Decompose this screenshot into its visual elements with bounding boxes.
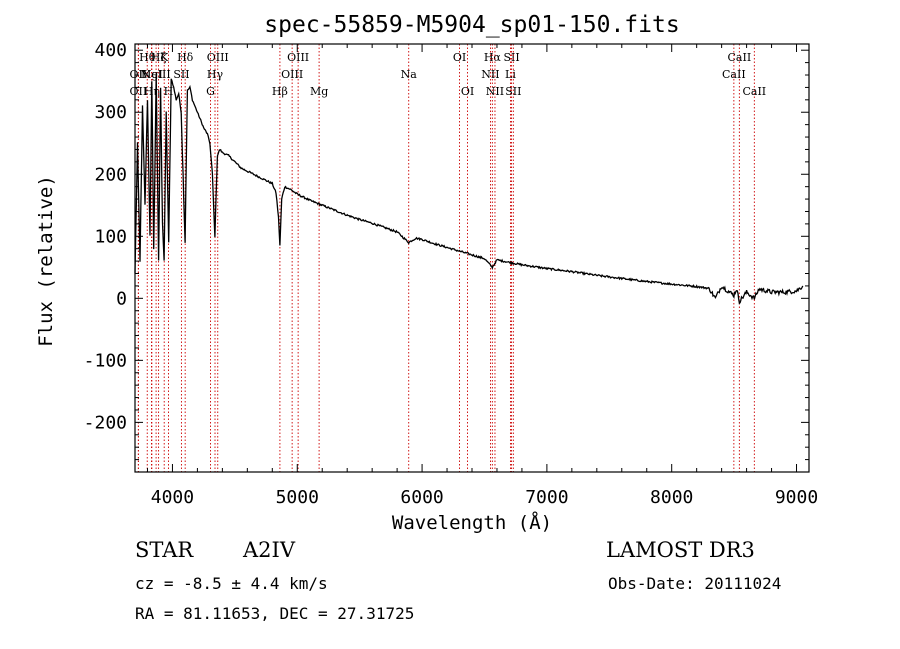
- marker-label: SII: [503, 51, 519, 64]
- coordinates: RA = 81.11653, DEC = 27.31725: [135, 604, 415, 623]
- x-axis-label: Wavelength (Å): [392, 511, 552, 534]
- marker-label: OI: [461, 85, 474, 98]
- marker-label: Na: [401, 68, 418, 81]
- x-tick-label: 5000: [276, 487, 319, 508]
- marker-label: Hθ: [139, 51, 156, 64]
- y-tick-label: -100: [84, 350, 127, 371]
- marker-label: K: [160, 51, 169, 64]
- marker-label: NII: [486, 85, 504, 98]
- y-tick-label: 300: [94, 102, 127, 123]
- x-tick-label: 6000: [400, 487, 443, 508]
- marker-label: Hγ: [207, 68, 224, 81]
- marker-label: Hδ: [177, 51, 194, 64]
- marker-label: OI: [453, 51, 466, 64]
- marker-label: SII: [505, 85, 521, 98]
- marker-label: CaII: [728, 51, 752, 64]
- x-tick-label: 4000: [151, 487, 194, 508]
- subclass-label: A2IV: [243, 538, 295, 562]
- marker-label: Hα: [484, 51, 502, 64]
- axis-ticks: 4000 5000 6000 7000 8000 9000 -200 -100 0 100 200 3…: [84, 40, 819, 508]
- x-tick-label: 7000: [525, 487, 568, 508]
- marker-label: Mg: [310, 85, 328, 98]
- spectrum-series: [134, 74, 804, 305]
- marker-label: G: [206, 85, 215, 98]
- y-tick-label: -200: [84, 412, 127, 433]
- x-tick-label: 9000: [775, 487, 818, 508]
- marker-label: NII: [481, 68, 499, 81]
- marker-label: MgI: [140, 68, 163, 81]
- marker-label: CaII: [722, 68, 746, 81]
- obs-date: Obs-Date: 20111024: [608, 574, 782, 593]
- marker-label: OII: [130, 68, 148, 81]
- marker-label: SII: [173, 68, 189, 81]
- y-tick-label: 400: [94, 40, 127, 61]
- marker-label: OII: [130, 85, 148, 98]
- y-tick-label: 100: [94, 226, 127, 247]
- plot-frame: [134, 43, 810, 473]
- marker-label: CaII: [742, 85, 766, 98]
- y-tick-label: 0: [116, 288, 127, 309]
- y-axis-label: Flux (relative): [35, 175, 57, 347]
- marker-label: OIII: [287, 51, 309, 64]
- marker-label: Li: [505, 68, 516, 81]
- marker-label: H: [164, 85, 174, 98]
- survey-label: LAMOST DR3: [606, 538, 755, 562]
- chart-title: spec-55859-M5904_sp01-150.fits: [264, 12, 679, 38]
- class-label: STAR: [135, 538, 194, 562]
- marker-label: OIII: [281, 68, 303, 81]
- spectrum-chart: spec-55859-M5904_sp01-150.fits Flux (rel…: [35, 12, 819, 534]
- marker-label: Hζ: [151, 51, 167, 64]
- y-tick-label: 200: [94, 164, 127, 185]
- x-tick-label: 8000: [650, 487, 693, 508]
- marker-label: Hβ: [272, 85, 288, 98]
- marker-label: OIII: [207, 51, 229, 64]
- cz-readout: cz = -8.5 ± 4.4 km/s: [135, 574, 328, 593]
